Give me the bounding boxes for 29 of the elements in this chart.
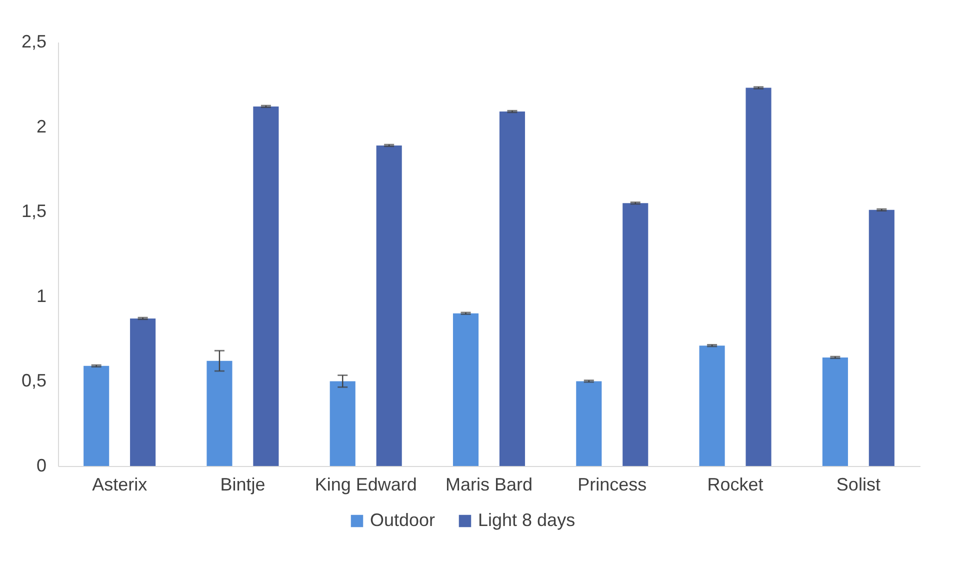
- bar: [376, 145, 402, 466]
- y-tick-label: 0: [36, 456, 46, 476]
- y-tick-label: 1,5: [21, 201, 46, 222]
- y-tick-label: 2: [36, 116, 46, 136]
- bar: [699, 346, 725, 466]
- bar: [130, 318, 156, 466]
- x-tick-label: Rocket: [707, 474, 764, 494]
- bar: [206, 360, 232, 466]
- bar: [868, 210, 894, 466]
- y-tick-label: 2,5: [21, 32, 46, 52]
- bar: [822, 357, 848, 466]
- bar: [622, 203, 648, 466]
- y-tick-label: 0,5: [21, 370, 46, 391]
- bar: [746, 88, 772, 466]
- x-tick-label: Maris Bard: [445, 474, 533, 494]
- bar: [499, 112, 526, 466]
- y-tick-label: 1: [36, 286, 46, 306]
- legend-label: Outdoor: [370, 510, 436, 530]
- x-tick-label: King Edward: [314, 474, 417, 494]
- bar: [576, 381, 602, 466]
- bar: [84, 366, 110, 466]
- bar: [253, 106, 279, 466]
- x-tick-label: Bintje: [220, 474, 266, 494]
- legend-label: Light 8 days: [478, 510, 576, 530]
- bar: [330, 381, 356, 466]
- x-tick-label: Princess: [578, 474, 647, 494]
- bar: [452, 313, 479, 466]
- x-tick-label: Asterix: [92, 474, 148, 494]
- x-tick-label: Solist: [836, 474, 880, 494]
